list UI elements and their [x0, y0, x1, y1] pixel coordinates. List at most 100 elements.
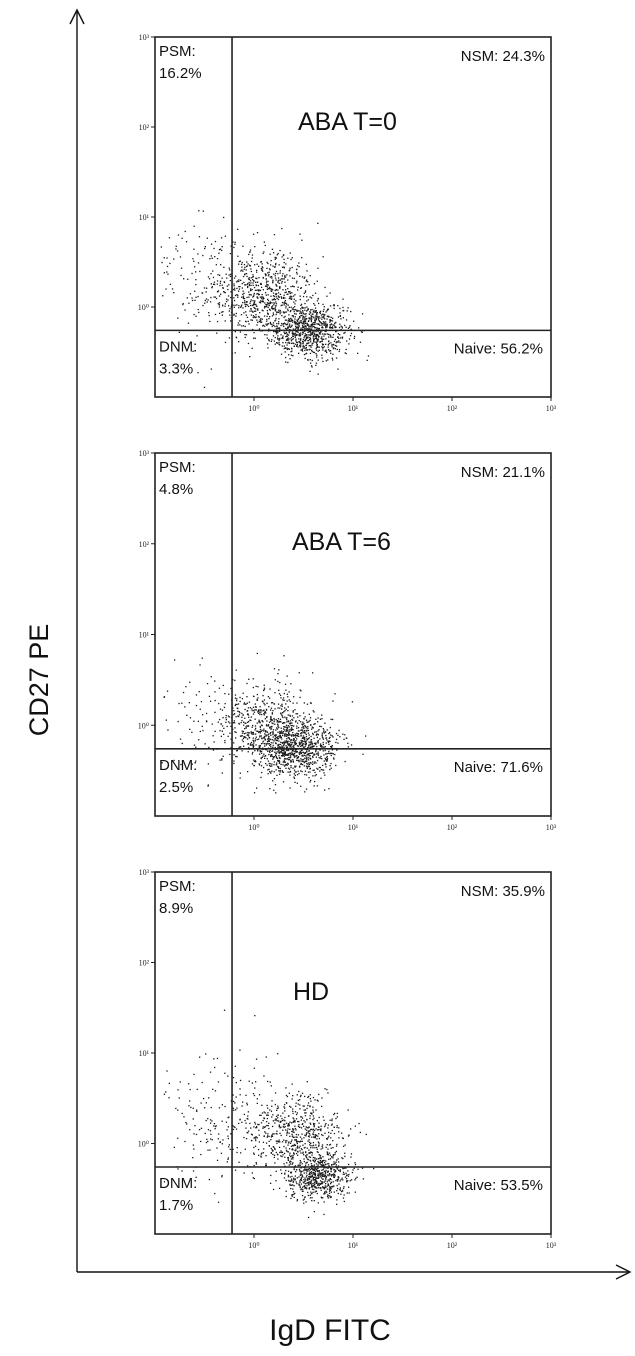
event-dot	[286, 740, 288, 742]
event-dot	[292, 1110, 294, 1112]
event-dot	[314, 341, 316, 343]
event-dot	[243, 281, 245, 284]
event-dot	[292, 1154, 294, 1157]
event-dot	[309, 1156, 312, 1158]
event-dot	[278, 669, 280, 671]
event-dot	[291, 1163, 293, 1165]
event-dot	[289, 774, 291, 776]
event-dot	[289, 1121, 291, 1123]
event-dot	[319, 757, 322, 759]
event-dot	[299, 334, 301, 336]
event-dot	[243, 733, 245, 735]
event-dot	[326, 729, 328, 731]
event-dot	[307, 1130, 309, 1132]
event-dot	[288, 753, 290, 755]
event-dot	[324, 1175, 326, 1177]
event-dot	[317, 327, 320, 330]
x-axis-arrowhead	[615, 1264, 632, 1280]
event-dot	[233, 287, 236, 289]
event-dot	[325, 1169, 327, 1172]
event-dot	[303, 345, 305, 348]
event-dot	[309, 325, 311, 328]
event-dot	[274, 1092, 277, 1094]
event-dot	[225, 298, 228, 300]
event-dot	[303, 1185, 305, 1187]
event-dot	[344, 760, 346, 763]
event-dot	[350, 328, 352, 330]
event-dot	[313, 737, 315, 739]
event-dot	[308, 283, 310, 286]
event-dot	[332, 359, 334, 361]
event-dot	[230, 291, 232, 293]
event-dot	[322, 1178, 324, 1180]
event-dot	[287, 334, 290, 336]
event-dot	[307, 1104, 309, 1107]
event-dot	[262, 252, 264, 255]
event-dot	[291, 348, 293, 350]
event-dot	[207, 1118, 209, 1120]
event-dot	[274, 336, 276, 339]
event-dot	[303, 761, 305, 763]
event-dot	[300, 1116, 303, 1118]
event-dot	[304, 1112, 306, 1114]
event-dot	[270, 707, 273, 709]
event-dot	[305, 334, 308, 336]
event-dot	[248, 253, 250, 256]
event-dot	[348, 343, 350, 345]
event-dot	[300, 332, 302, 334]
event-dot	[287, 279, 289, 281]
event-dot	[266, 720, 268, 722]
event-dot	[336, 1184, 338, 1187]
event-dot	[289, 1160, 291, 1162]
event-dot	[288, 270, 290, 272]
event-dot	[322, 1187, 324, 1189]
event-dot	[258, 289, 261, 291]
event-dot	[193, 744, 196, 746]
event-dot	[256, 281, 259, 283]
event-dot	[180, 763, 182, 766]
event-dot	[288, 306, 290, 308]
event-dot	[325, 1171, 327, 1173]
event-dot	[291, 1148, 293, 1151]
event-dot	[344, 324, 346, 327]
event-dot	[260, 1122, 263, 1124]
event-dot	[262, 277, 264, 279]
event-dot	[350, 1179, 353, 1181]
event-dot	[316, 346, 318, 348]
event-dot	[366, 359, 368, 361]
event-dot	[241, 282, 243, 285]
event-dot	[305, 1186, 307, 1189]
event-dot	[337, 368, 339, 370]
event-dot	[332, 700, 334, 702]
event-dot	[304, 1187, 306, 1189]
event-dot	[285, 767, 287, 769]
event-dot	[251, 744, 253, 746]
event-dot	[330, 1132, 332, 1134]
event-dot	[313, 340, 315, 342]
event-dot	[212, 276, 215, 279]
event-dot	[330, 342, 332, 344]
event-dot	[221, 284, 223, 286]
event-dot	[294, 742, 296, 744]
event-dot	[292, 1144, 294, 1147]
event-dot	[310, 341, 312, 343]
event-dot	[304, 732, 307, 734]
event-dot	[304, 730, 306, 732]
event-dot	[295, 1129, 297, 1131]
event-dot	[285, 1141, 287, 1144]
event-dot	[289, 787, 291, 789]
event-dot	[279, 731, 281, 734]
event-dot	[265, 1132, 267, 1134]
event-dot	[287, 1174, 290, 1176]
event-dot	[302, 317, 304, 319]
event-dot	[333, 340, 336, 342]
event-dot	[319, 332, 321, 335]
event-dot	[283, 325, 285, 328]
event-dot	[272, 281, 274, 283]
event-dot	[266, 716, 268, 718]
event-dot	[314, 771, 316, 774]
event-dot	[255, 1136, 257, 1138]
event-dot	[258, 320, 260, 323]
event-dot	[227, 1117, 229, 1119]
event-dot	[210, 296, 212, 299]
